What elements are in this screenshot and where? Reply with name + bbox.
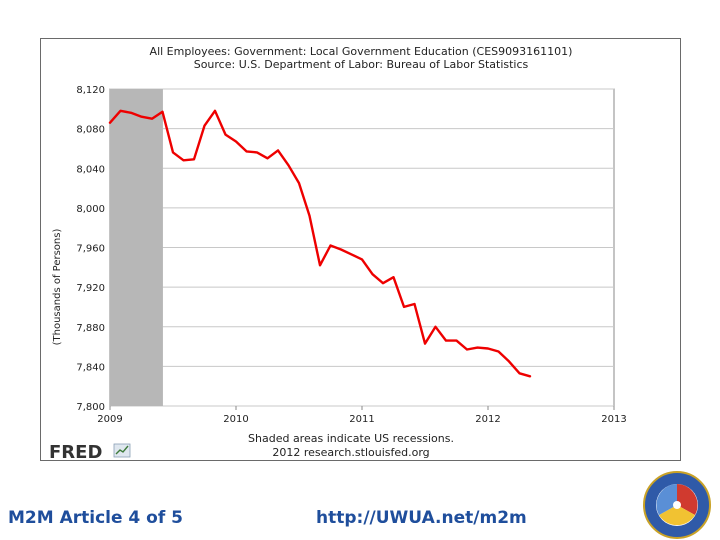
y-tick-label: 7,840 [76, 362, 105, 373]
data-point [455, 339, 458, 342]
y-axis-label: (Thousands of Persons) [52, 229, 63, 346]
data-point [413, 303, 416, 305]
data-point [130, 111, 132, 114]
data-point [140, 115, 143, 118]
logo-yellow-section [659, 505, 695, 526]
recession-note: Shaded areas indicate US recessions. [248, 432, 454, 445]
x-tick-label: 2013 [601, 414, 626, 425]
x-tick-label: 2011 [349, 414, 374, 425]
logo-red-section [677, 484, 698, 515]
logo-blue-section [656, 484, 677, 515]
data-point [361, 258, 363, 261]
data-point [497, 350, 500, 353]
y-tick-label: 7,800 [76, 402, 105, 413]
y-tick-label: 8,000 [76, 204, 105, 215]
data-point [487, 347, 489, 350]
chart-subtitle: Source: U.S. Department of Labor: Bureau… [194, 58, 529, 71]
data-point [371, 273, 374, 276]
data-point [256, 151, 258, 154]
data-point [161, 110, 164, 113]
y-tick-label: 7,960 [76, 244, 105, 255]
data-point [119, 109, 122, 112]
y-tick-label: 7,880 [76, 323, 105, 334]
data-point [151, 117, 153, 120]
data-point [529, 375, 531, 378]
data-point [434, 325, 437, 328]
x-tick-label: 2009 [97, 414, 122, 425]
data-point [508, 360, 510, 363]
fred-logo: FRED [49, 442, 131, 462]
data-point [319, 264, 321, 267]
logo-center [673, 501, 681, 509]
line-chart: All Employees: Government: Local Governm… [49, 45, 627, 462]
data-point [403, 306, 405, 308]
data-point [214, 109, 216, 112]
data-point [329, 244, 332, 247]
data-point [466, 348, 468, 351]
data-point [392, 276, 395, 279]
data-point [445, 339, 447, 342]
chart-title: All Employees: Government: Local Governm… [150, 45, 573, 58]
recession-shade [110, 89, 163, 406]
data-point [308, 215, 311, 217]
data-point [298, 182, 300, 184]
x-tick-label: 2010 [223, 414, 248, 425]
data-point [350, 253, 353, 256]
data-point [235, 140, 237, 143]
data-point [245, 150, 248, 153]
source-note: 2012 research.stlouisfed.org [272, 446, 429, 459]
fred-wordmark: FRED [49, 442, 102, 462]
data-point [182, 159, 185, 162]
data-point [224, 133, 227, 136]
data-point [109, 121, 111, 124]
data-point [203, 124, 206, 127]
y-tick-label: 7,920 [76, 283, 105, 294]
data-point [424, 342, 426, 345]
y-tick-label: 8,120 [76, 85, 105, 96]
chart-frame: All Employees: Government: Local Governm… [40, 38, 681, 462]
fred-chart-icon-line [115, 445, 129, 455]
url-link[interactable]: http://UWUA.net/m2m [316, 508, 527, 528]
data-point [172, 151, 174, 154]
article-caption: M2M Article 4 of 5 [8, 508, 183, 528]
data-point [382, 282, 384, 284]
data-point [287, 164, 290, 167]
data-point [340, 248, 342, 251]
data-point [266, 157, 269, 160]
data-point [277, 149, 279, 152]
y-tick-label: 8,080 [76, 125, 105, 136]
data-point [518, 372, 521, 375]
data-point [476, 346, 479, 349]
union-logo [643, 471, 711, 539]
x-tick-label: 2012 [475, 414, 500, 425]
data-point [193, 158, 195, 161]
y-tick-label: 8,040 [76, 164, 105, 175]
